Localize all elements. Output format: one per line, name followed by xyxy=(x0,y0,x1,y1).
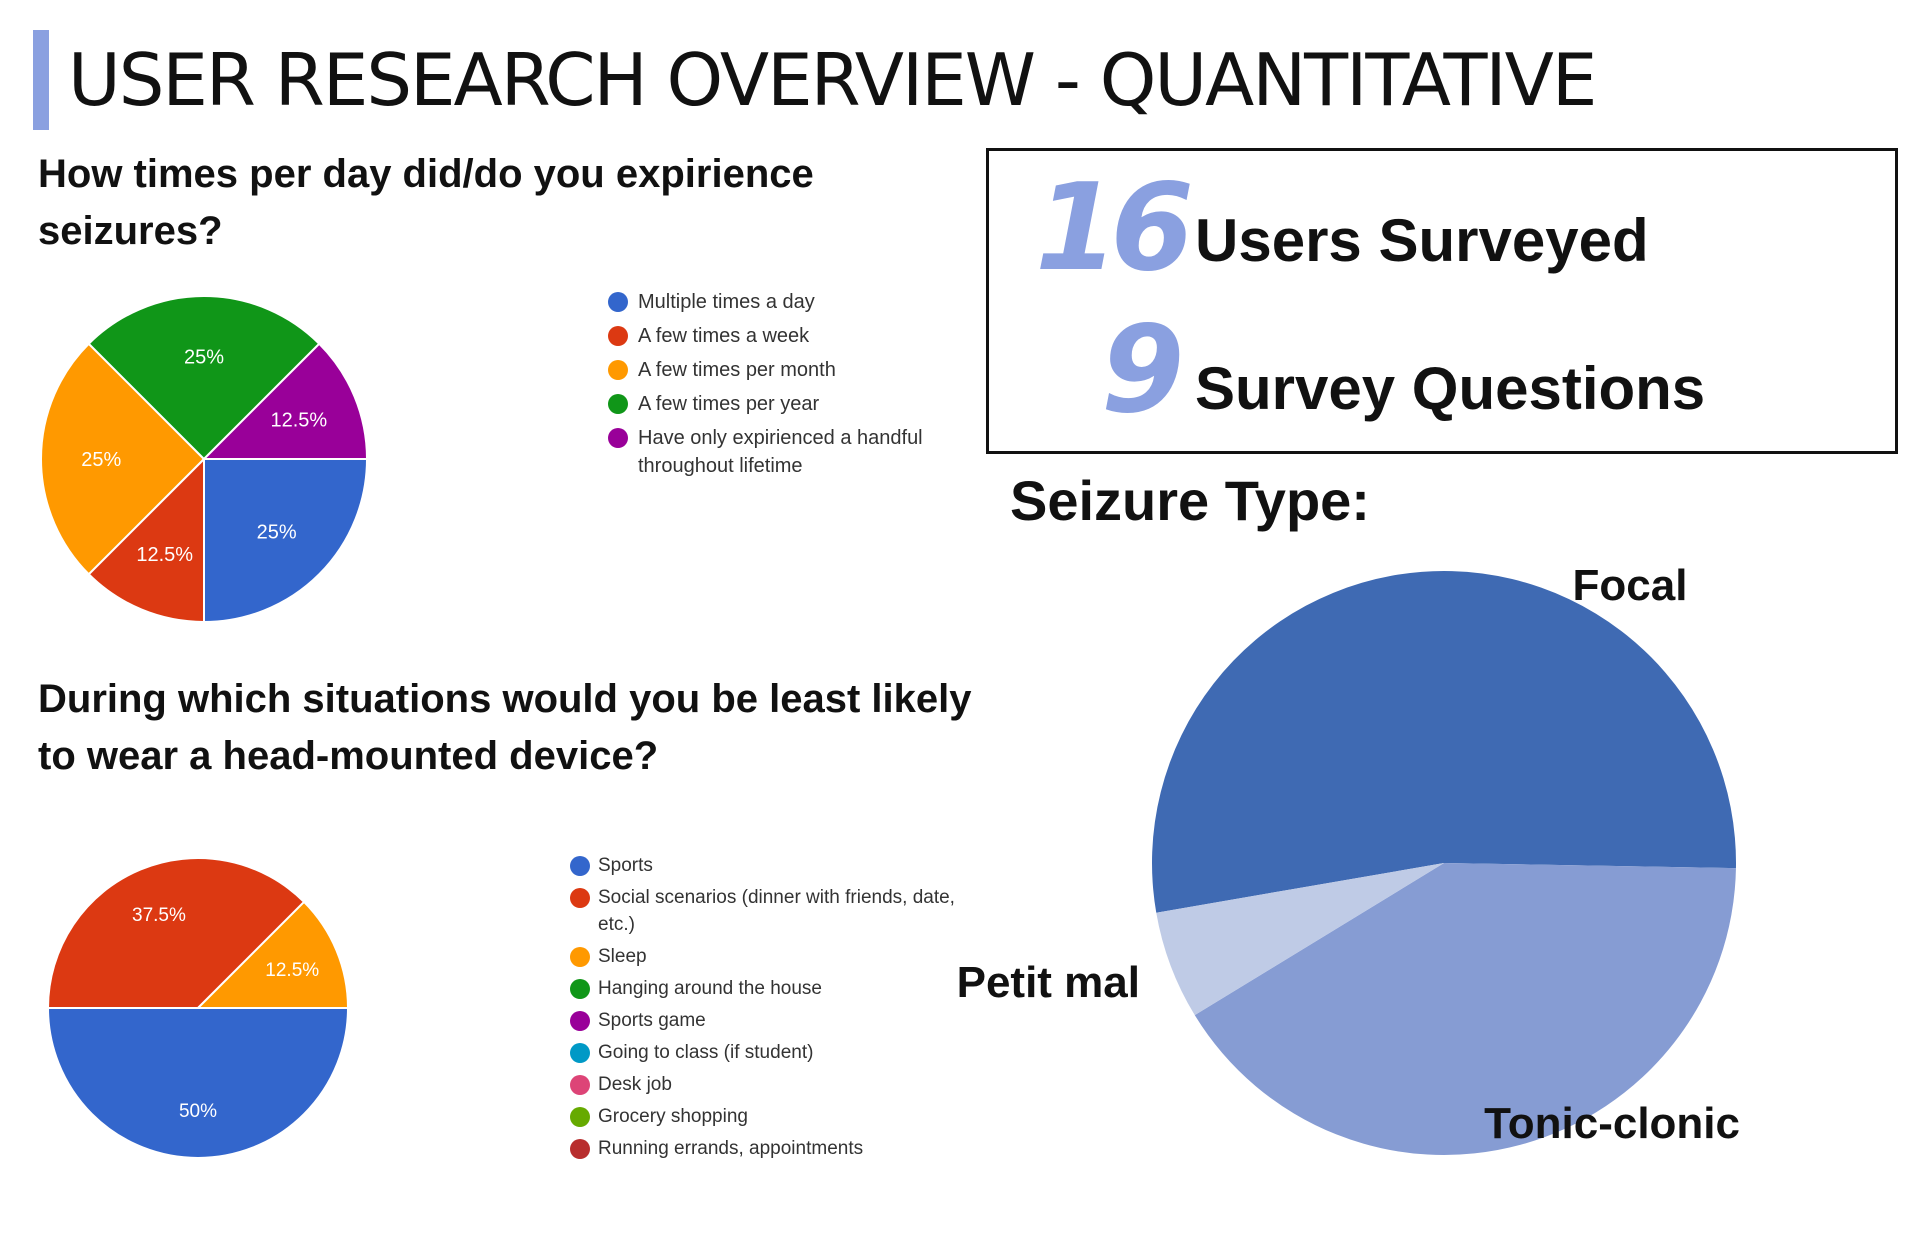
legend-swatch xyxy=(570,1043,590,1063)
pie-slice-petit-mal xyxy=(1156,863,1444,1016)
seizure-frequency-pie-chart: 25% 12.5% 25% 25% 12.5% xyxy=(40,295,369,624)
legend-swatch xyxy=(570,1011,590,1031)
legend-swatch xyxy=(570,888,590,908)
legend-item: Running errands, appointments xyxy=(570,1135,970,1162)
legend-swatch xyxy=(570,1139,590,1159)
legend-label: A few times a week xyxy=(638,325,810,347)
slice-label-focal: Focal xyxy=(1573,561,1688,610)
users-surveyed-label: Users Surveyed xyxy=(1195,207,1649,274)
pie-slice-multiple-times-a-day xyxy=(203,458,369,624)
legend-item: Have only expirienced a handful througho… xyxy=(608,424,988,480)
slice-label-sleep: 12.5% xyxy=(265,960,319,981)
head-mounted-device-legend: Sports Social scenarios (dinner with frie… xyxy=(570,852,970,1167)
slice-label-multiple-times-a-day: 25% xyxy=(257,522,297,544)
legend-item: A few times per month xyxy=(608,356,988,384)
legend-swatch xyxy=(570,1107,590,1127)
chart2-title: During which situations would you be lea… xyxy=(38,677,972,778)
legend-label: Multiple times a day xyxy=(638,291,815,313)
seizure-type-pie-chart: Focal Tonic-clonic Petit mal xyxy=(957,561,1740,1155)
survey-questions-label: Survey Questions xyxy=(1195,355,1706,422)
slice-label-tonic-clonic: Tonic-clonic xyxy=(1484,1099,1740,1148)
slice-label-a-few-times-per-year: 25% xyxy=(184,346,224,368)
pie-slice-sleep xyxy=(195,900,350,1009)
chart3-title: Seizure Type: xyxy=(1010,469,1370,532)
pie-slice-focal xyxy=(1152,570,1736,913)
legend-label: Social scenarios (dinner with friends, d… xyxy=(598,887,955,935)
pie-slice-a-few-times-a-week xyxy=(87,456,205,624)
legend-swatch xyxy=(570,1075,590,1095)
chart1-title: How times per day did/do you expirience … xyxy=(38,152,814,253)
pie-slice-tonic-clonic xyxy=(1194,863,1736,1155)
legend-swatch xyxy=(608,292,628,312)
legend-swatch xyxy=(570,947,590,967)
legend-label: Have only expirienced a handful througho… xyxy=(638,427,923,477)
pie-slice-have-only-expirienced-a-handful-throughout-lifetime xyxy=(201,342,369,460)
legend-label: Running errands, appointments xyxy=(598,1138,864,1159)
legend-item: Multiple times a day xyxy=(608,288,988,316)
legend-item: Going to class (if student) xyxy=(570,1039,970,1066)
legend-item: Sleep xyxy=(570,943,970,970)
legend-label: Going to class (if student) xyxy=(598,1042,814,1063)
users-surveyed-number: 16 xyxy=(1035,159,1194,298)
slice-label-a-few-times-per-month: 25% xyxy=(81,449,121,471)
legend-swatch xyxy=(608,360,628,380)
legend-swatch xyxy=(570,979,590,999)
legend-item: Sports game xyxy=(570,1007,970,1034)
legend-item: Hanging around the house xyxy=(570,975,970,1002)
legend-label: Sleep xyxy=(598,946,647,967)
page-title: USER RESEARCH OVERVIEW - QUANTITATIVE xyxy=(68,38,1597,122)
pie-slice-social-scenarios-dinner-with-friends-date-etc xyxy=(46,857,306,1009)
pie-slice-a-few-times-per-year xyxy=(87,295,321,461)
legend-item: A few times a week xyxy=(608,322,988,350)
pie-slice-a-few-times-per-month xyxy=(40,342,206,576)
legend-swatch xyxy=(608,326,628,346)
legend-swatch xyxy=(608,428,628,448)
slice-label-petit-mal: Petit mal xyxy=(957,958,1140,1007)
legend-label: Desk job xyxy=(598,1074,672,1095)
legend-label: Hanging around the house xyxy=(598,978,822,999)
legend-label: Sports xyxy=(598,855,653,876)
legend-item: Grocery shopping xyxy=(570,1103,970,1130)
slice-label-social-scenarios-dinner-with-friends-date-etc: 37.5% xyxy=(132,905,186,926)
legend-swatch xyxy=(608,394,628,414)
legend-item: A few times per year xyxy=(608,390,988,418)
legend-label: Grocery shopping xyxy=(598,1106,748,1127)
legend-item: Sports xyxy=(570,852,970,879)
slice-label-have-only-expirienced-a-handful-throughout-lifetime: 12.5% xyxy=(271,410,328,432)
legend-item: Desk job xyxy=(570,1071,970,1098)
legend-label: A few times per year xyxy=(638,393,820,415)
legend-item: Social scenarios (dinner with friends, d… xyxy=(570,884,970,938)
legend-label: A few times per month xyxy=(638,359,836,381)
legend-label: Sports game xyxy=(598,1010,706,1031)
head-mounted-device-pie-chart: 50% 37.5% 12.5% xyxy=(46,857,350,1159)
slice-label-a-few-times-a-week: 12.5% xyxy=(136,544,193,566)
stats-box: 16 Users Surveyed 9 Survey Questions xyxy=(986,148,1898,454)
survey-questions-number: 9 xyxy=(1101,301,1184,440)
slice-label-sports: 50% xyxy=(179,1101,217,1122)
title-accent-bar xyxy=(33,30,49,130)
pie-slice-sports xyxy=(46,1007,350,1159)
seizure-frequency-legend: Multiple times a day A few times a week A … xyxy=(608,288,988,486)
legend-swatch xyxy=(570,856,590,876)
